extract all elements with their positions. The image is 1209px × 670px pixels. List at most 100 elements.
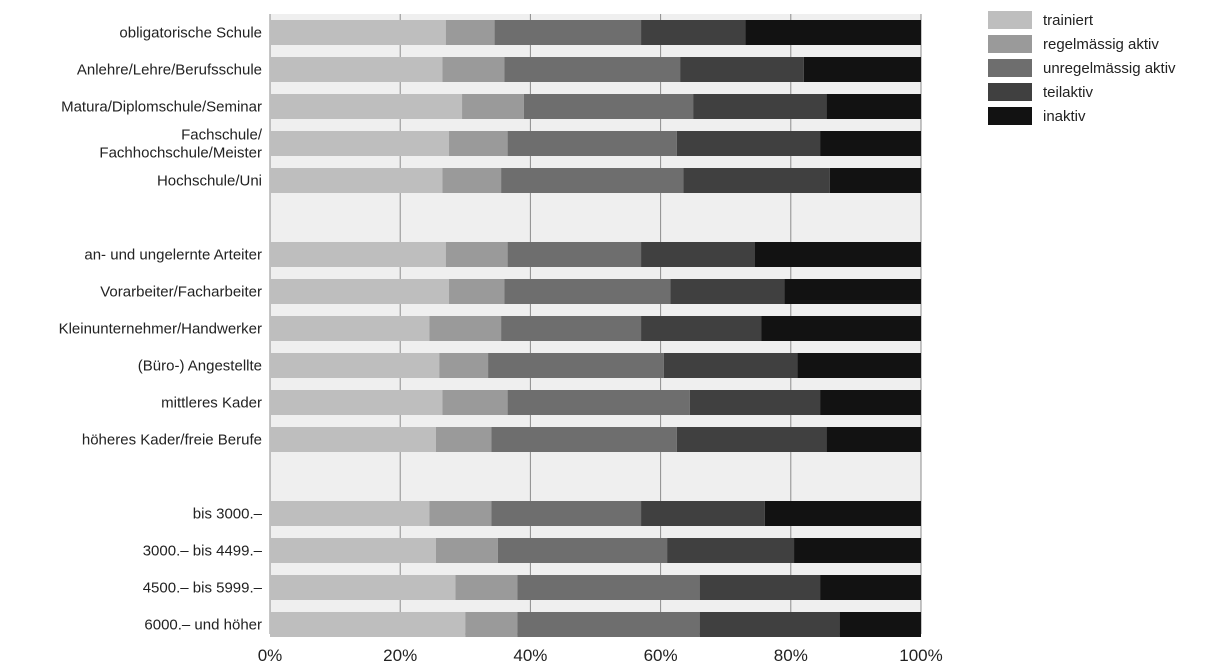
bar-segment [820, 575, 921, 600]
legend-swatch [988, 59, 1032, 77]
category-label: (Büro-) Angestellte [138, 358, 262, 375]
bar-segment [829, 168, 921, 193]
legend-swatch [988, 83, 1032, 101]
category-label: Anlehre/Lehre/Berufsschule [77, 62, 262, 79]
bar-segment [445, 20, 495, 45]
x-tick-labels: 0% 20% 40% 60% 80% 100% [258, 646, 943, 665]
category-label: an- und ungelernte Arteiter [84, 247, 262, 264]
bar-segment [699, 612, 840, 637]
bar-segment [501, 168, 684, 193]
bar-segment [641, 316, 762, 341]
bar-segment [797, 353, 921, 378]
bar-segment [270, 168, 443, 193]
bar-segment [820, 131, 921, 156]
bar-segment [494, 20, 642, 45]
bar-segment [270, 131, 450, 156]
category-label: Kleinunternehmer/Handwerker [59, 321, 262, 338]
category-labels: obligatorische Schule Anlehre/Lehre/Beruf… [59, 25, 263, 634]
bar-segment [676, 427, 827, 452]
category-label-line: Fachschule/ [181, 127, 263, 144]
bar-segment [794, 538, 921, 563]
bar-segment [491, 501, 642, 526]
bar-segment [689, 390, 821, 415]
bar-segment [465, 612, 518, 637]
bar-segment [436, 538, 498, 563]
bar-segment [826, 94, 921, 119]
bar-segment [429, 316, 502, 341]
bars [270, 20, 921, 637]
bar-segment [439, 353, 489, 378]
bar-segment [429, 501, 492, 526]
bar-segment [270, 538, 437, 563]
bar-segment [826, 427, 921, 452]
bar-segment [699, 575, 821, 600]
bar-segment [270, 57, 443, 82]
bar-segment [517, 612, 700, 637]
bar-segment [754, 242, 921, 267]
bar-segment [667, 538, 795, 563]
bar-segment [270, 575, 456, 600]
category-label: 4500.– bis 5999.– [143, 580, 263, 597]
bar-segment [270, 316, 430, 341]
bar-segment [517, 575, 700, 600]
category-label-line: Fachhochschule/Meister [99, 145, 262, 162]
category-label: Vorarbeiter/Facharbeiter [100, 284, 262, 301]
category-label: Matura/Diplomschule/Seminar [61, 99, 262, 116]
bar-segment [270, 242, 446, 267]
bar-segment [270, 20, 446, 45]
bar-segment [670, 279, 785, 304]
x-tick-label: 20% [383, 646, 417, 665]
bar-segment [270, 94, 463, 119]
bar-segment [676, 131, 821, 156]
bar-segment [455, 575, 518, 600]
category-label: mittleres Kader [161, 395, 262, 412]
bar-segment [488, 353, 664, 378]
bar-segment [507, 131, 677, 156]
x-tick-label: 0% [258, 646, 283, 665]
bar-segment [820, 390, 921, 415]
bar-segment [683, 168, 830, 193]
bar-segment [270, 353, 440, 378]
bar-segment [641, 242, 755, 267]
bar-segment [462, 94, 524, 119]
bar-segment [449, 131, 508, 156]
bar-segment [784, 279, 921, 304]
category-label: höheres Kader/freie Berufe [82, 432, 262, 449]
bar-segment [270, 390, 443, 415]
legend-label: regelmässig aktiv [1043, 36, 1159, 53]
bar-segment [745, 20, 921, 45]
category-label: Hochschule/Uni [157, 173, 262, 190]
bar-segment [507, 242, 642, 267]
category-label: obligatorische Schule [119, 25, 262, 42]
bar-segment [497, 538, 668, 563]
bar-segment [270, 501, 430, 526]
bar-segment [663, 353, 798, 378]
category-label: Fachschule/Fachhochschule/Meister [99, 127, 262, 162]
legend-label: teilaktiv [1043, 84, 1094, 101]
bar-segment [641, 501, 765, 526]
legend-swatch [988, 35, 1032, 53]
legend-label: unregelmässig aktiv [1043, 60, 1176, 77]
legend-label: inaktiv [1043, 108, 1086, 125]
bar-segment [270, 427, 437, 452]
bar-segment [270, 279, 450, 304]
bar-segment [803, 57, 921, 82]
bar-segment [504, 279, 671, 304]
bar-segment [449, 279, 505, 304]
bar-segment [504, 57, 681, 82]
category-label: 6000.– und höher [144, 617, 262, 634]
bar-segment [641, 20, 746, 45]
bar-segment [680, 57, 804, 82]
bar-segment [436, 427, 492, 452]
bar-segment [523, 94, 694, 119]
legend: trainiert regelmässig aktiv unregelmässig … [988, 11, 1176, 125]
bar-segment [501, 316, 642, 341]
category-label: 3000.– bis 4499.– [143, 543, 263, 560]
x-tick-label: 60% [644, 646, 678, 665]
bar-segment [445, 242, 508, 267]
x-tick-label: 80% [774, 646, 808, 665]
bar-segment [507, 390, 690, 415]
bar-segment [442, 168, 502, 193]
x-tick-label: 100% [899, 646, 942, 665]
